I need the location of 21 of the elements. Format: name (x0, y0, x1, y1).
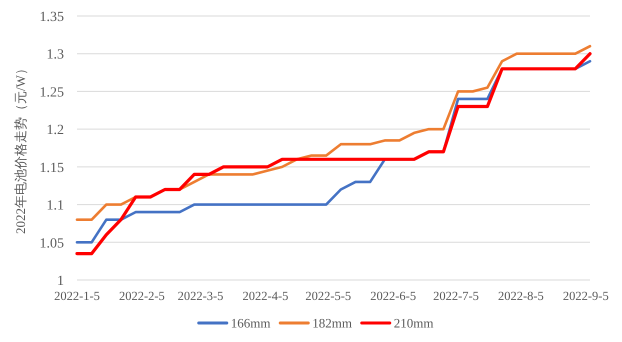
x-tick-label: 2022-7-5 (433, 289, 479, 303)
legend-label: 182mm (312, 316, 352, 330)
x-tick-label: 2022-9-5 (562, 289, 609, 303)
legend-label: 166mm (230, 316, 270, 330)
y-tick-label: 1.2 (46, 123, 64, 138)
x-tick-label: 2022-1-5 (54, 289, 100, 303)
x-tick-label: 2022-3-5 (178, 289, 224, 303)
y-tick-label: 1.1 (46, 198, 64, 214)
x-tick-label: 2022-8-5 (498, 289, 544, 303)
y-axis-title: 2022年电池价格走势（元/W） (13, 62, 28, 234)
x-tick-label: 2022-4-5 (242, 289, 288, 303)
y-tick-label: 1.25 (40, 85, 64, 100)
x-tick-label: 2022-2-5 (118, 289, 165, 303)
x-tick-label: 2022-5-5 (305, 289, 352, 303)
y-tick-label: 1 (57, 274, 64, 289)
y-tick-label: 1.35 (40, 10, 64, 25)
y-tick-label: 1.05 (40, 236, 64, 252)
x-tick-label: 2022-6-5 (370, 289, 416, 303)
y-tick-label: 1.3 (46, 48, 64, 63)
y-tick-label: 1.15 (40, 160, 64, 176)
legend-label: 210mm (394, 316, 434, 330)
